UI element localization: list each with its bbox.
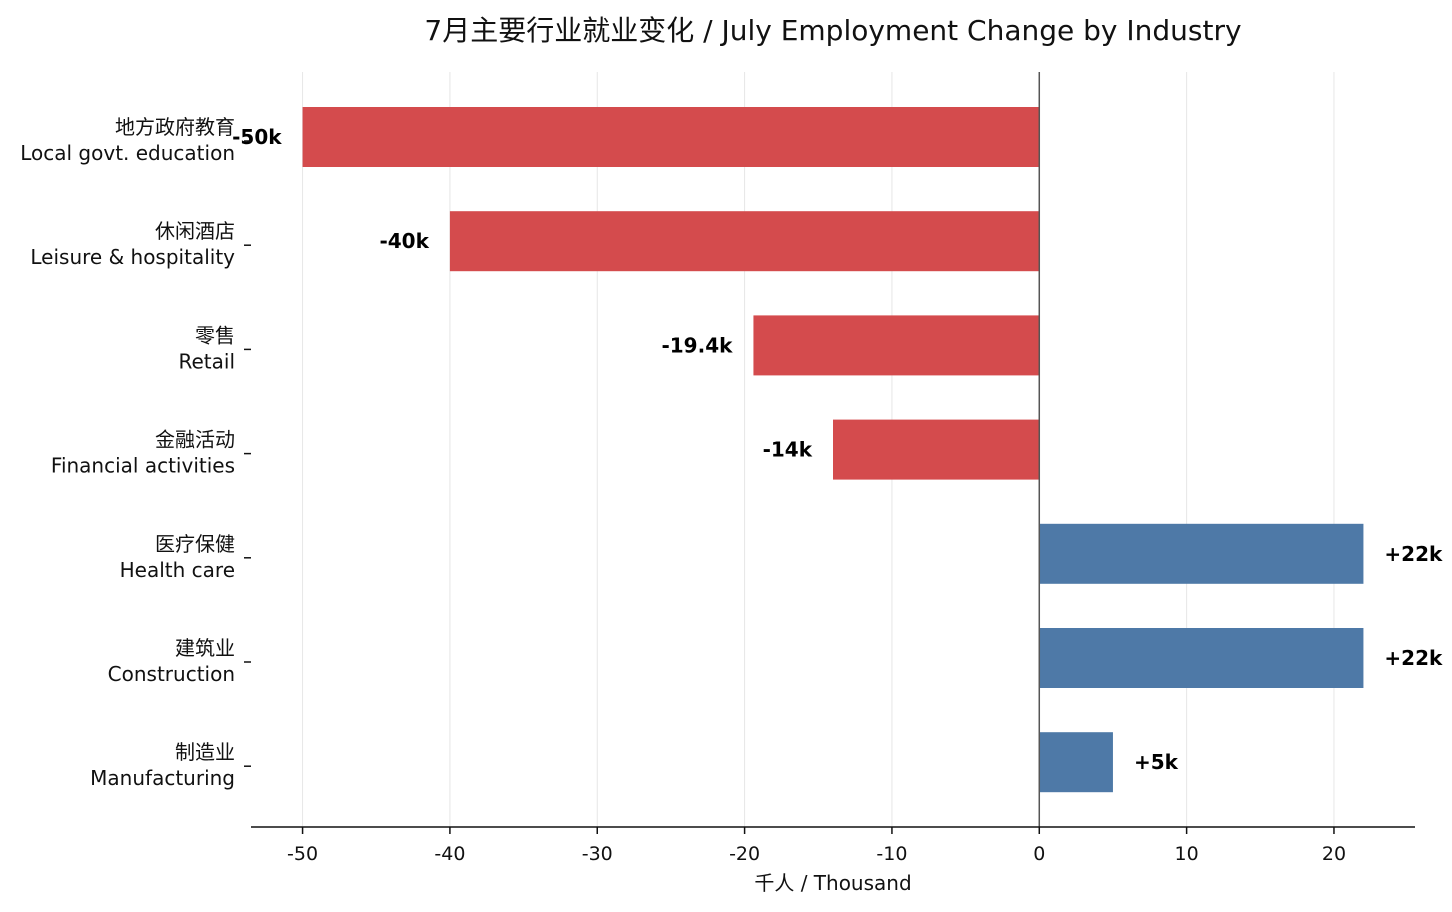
category-label-en: Health care xyxy=(120,558,235,582)
category-label-en: Manufacturing xyxy=(90,766,235,790)
chart-title: 7月主要行业就业变化 / July Employment Change by I… xyxy=(424,14,1241,47)
x-tick-label: 10 xyxy=(1175,843,1199,865)
data-label: -40k xyxy=(379,229,429,253)
category-label-en: Leisure & hospitality xyxy=(30,245,235,269)
data-label: +5k xyxy=(1134,750,1179,774)
x-tick-label: -30 xyxy=(582,843,613,865)
category-label-en: Financial activities xyxy=(51,454,235,478)
bar xyxy=(449,211,1040,272)
x-axis: -50 -40 -30 -20 -10 0 10 20 xyxy=(251,826,1415,865)
bar xyxy=(833,419,1040,480)
x-tick-label: -20 xyxy=(729,843,760,865)
data-label: +22k xyxy=(1384,542,1443,566)
x-tick-label: -50 xyxy=(287,843,318,865)
data-label: -14k xyxy=(763,438,813,462)
data-label: -19.4k xyxy=(661,333,733,357)
x-tick-label: -40 xyxy=(434,843,465,865)
x-tick-label: 20 xyxy=(1322,843,1346,865)
bar xyxy=(1039,732,1113,793)
bar xyxy=(1039,523,1364,584)
bar xyxy=(753,315,1040,376)
category-label-en: Local govt. education xyxy=(20,141,235,165)
data-labels: -50k -40k -19.4k -14k +22k +22k +5k xyxy=(232,125,1443,774)
x-axis-title: 千人 / Thousand xyxy=(754,871,911,895)
category-label-zh: 医疗保健 xyxy=(155,532,235,556)
category-label-zh: 制造业 xyxy=(175,740,235,764)
bar xyxy=(302,107,1040,167)
category-label-zh: 金融活动 xyxy=(155,428,235,452)
category-label-zh: 地方政府教育 xyxy=(115,115,235,139)
data-label: +22k xyxy=(1384,646,1443,670)
category-label-en: Retail xyxy=(178,349,235,373)
category-label-zh: 建筑业 xyxy=(175,636,235,660)
x-tick-label: -10 xyxy=(876,843,907,865)
category-label-en: Construction xyxy=(108,662,235,686)
category-label-zh: 休闲酒店 xyxy=(155,219,235,243)
x-tick-label: 0 xyxy=(1033,843,1045,865)
category-label-zh: 零售 xyxy=(195,323,235,347)
grid-lines xyxy=(302,72,1335,827)
bar xyxy=(1039,628,1364,688)
bars xyxy=(302,107,1364,793)
data-label: -50k xyxy=(232,125,282,149)
